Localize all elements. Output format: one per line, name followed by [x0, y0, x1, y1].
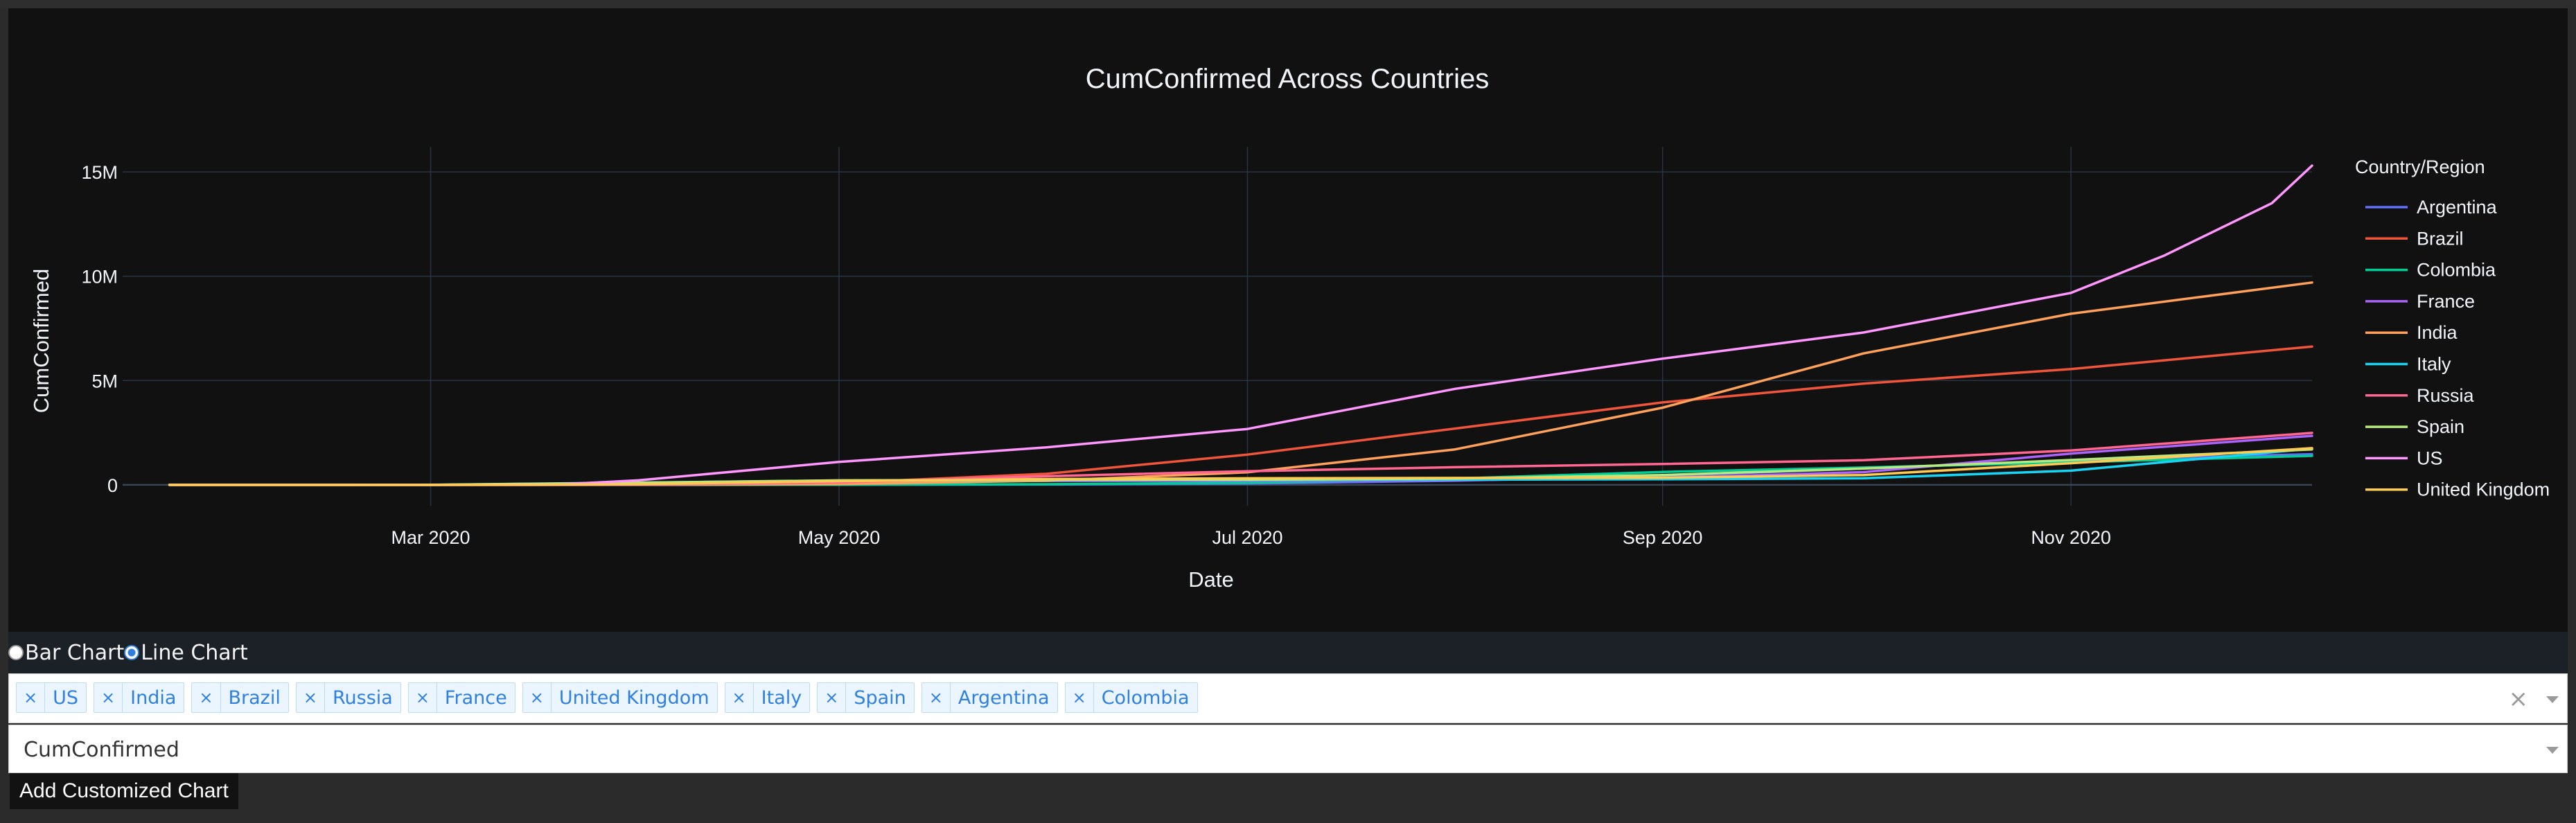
country-tag-label: India	[130, 687, 177, 709]
remove-tag-icon[interactable]: ×	[17, 683, 46, 712]
top-strip	[0, 0, 2576, 8]
country-tag-label: France	[444, 687, 507, 709]
chart-type-selector: Bar Chart Line Chart	[8, 632, 2568, 673]
legend-label: US	[2417, 448, 2443, 468]
add-customized-chart-button[interactable]: Add Customized Chart	[10, 773, 238, 809]
country-tag-label: Argentina	[958, 687, 1050, 709]
legend-item[interactable]: Russia	[2365, 385, 2475, 406]
x-axis-title: Date	[1188, 567, 1233, 592]
legend-item[interactable]: Italy	[2365, 354, 2451, 375]
remove-tag-icon[interactable]: ×	[297, 683, 325, 712]
legend-label: India	[2417, 322, 2458, 343]
chart-background	[8, 8, 2568, 632]
country-tag-label: US	[53, 687, 79, 709]
y-tick-label: 0	[107, 475, 118, 496]
y-tick-label: 10M	[81, 267, 118, 287]
country-tag: × France	[407, 682, 515, 713]
country-tag: × Brazil	[191, 682, 289, 713]
legend: Argentina Brazil Colombia France India Italy R…	[2365, 197, 2550, 500]
legend-item[interactable]: United Kingdom	[2365, 479, 2550, 500]
country-tag: × Italy	[724, 682, 811, 713]
legend-item[interactable]: Spain	[2365, 416, 2464, 437]
country-tag-label: Russia	[332, 687, 393, 709]
remove-tag-icon[interactable]: ×	[922, 683, 951, 712]
clear-all-icon[interactable]: ×	[2508, 685, 2529, 713]
legend-item[interactable]: Colombia	[2365, 260, 2496, 281]
radio-bar-chart-circle[interactable]	[8, 645, 24, 660]
legend-item[interactable]: US	[2365, 448, 2443, 468]
grid-layer	[123, 147, 2312, 506]
y-tick-label: 5M	[91, 371, 118, 391]
legend-label: Colombia	[2417, 260, 2496, 281]
radio-bar-chart[interactable]: Bar Chart	[8, 641, 124, 665]
country-tag: × Spain	[817, 682, 915, 713]
remove-tag-icon[interactable]: ×	[192, 683, 221, 712]
country-tag: × Russia	[295, 682, 401, 713]
y-axis-title: CumConfirmed	[29, 269, 53, 413]
radio-line-chart-label: Line Chart	[141, 640, 248, 665]
country-tag: × Colombia	[1064, 682, 1198, 713]
legend-label: Russia	[2417, 385, 2475, 406]
radio-line-chart[interactable]: Line Chart	[124, 641, 248, 665]
x-tick-label: May 2020	[798, 527, 881, 548]
legend-label: Spain	[2417, 416, 2464, 437]
country-tag-label: Spain	[854, 687, 906, 709]
radio-bar-chart-label: Bar Chart	[25, 640, 125, 665]
legend-item[interactable]: Brazil	[2365, 228, 2464, 249]
radio-line-chart-circle[interactable]	[124, 645, 140, 660]
x-tick-label: Mar 2020	[391, 527, 470, 548]
country-tag: × United Kingdom	[522, 682, 718, 713]
metric-dropdown[interactable]: CumConfirmed	[8, 725, 2568, 773]
tick-layer: Mar 2020 May 2020 Jul 2020 Sep 2020 Nov 2020…	[81, 162, 2110, 548]
country-tag-label: United Kingdom	[558, 687, 709, 709]
remove-tag-icon[interactable]: ×	[409, 683, 437, 712]
chart-title: CumConfirmed Across Countries	[1086, 64, 1489, 94]
chevron-down-icon[interactable]	[2546, 696, 2559, 703]
country-tag: × India	[94, 682, 185, 713]
legend-label: France	[2417, 291, 2475, 312]
country-tag-list: × US × India × Brazil × Russia × France × Unit…	[16, 682, 1198, 713]
x-tick-label: Nov 2020	[2031, 527, 2111, 548]
x-tick-label: Jul 2020	[1212, 527, 1282, 548]
country-tag: × Argentina	[921, 682, 1058, 713]
legend-item[interactable]: France	[2365, 291, 2475, 312]
country-tag-label: Italy	[761, 687, 802, 709]
remove-tag-icon[interactable]: ×	[94, 683, 123, 712]
legend-label: United Kingdom	[2417, 479, 2550, 500]
series-line	[168, 447, 2313, 486]
series-layer	[168, 164, 2313, 486]
remove-tag-icon[interactable]: ×	[523, 683, 552, 712]
remove-tag-icon[interactable]: ×	[818, 683, 847, 712]
legend-item[interactable]: India	[2365, 322, 2458, 343]
country-multiselect[interactable]: × US × India × Brazil × Russia × France × Unit…	[8, 673, 2568, 723]
country-tag: × US	[16, 682, 87, 713]
remove-tag-icon[interactable]: ×	[725, 683, 754, 712]
legend-label: Brazil	[2417, 228, 2464, 249]
y-tick-label: 15M	[81, 162, 118, 183]
legend-label: Italy	[2417, 354, 2451, 375]
country-tag-label: Colombia	[1101, 687, 1190, 709]
legend-label: Argentina	[2417, 197, 2498, 218]
legend-item[interactable]: Argentina	[2365, 197, 2498, 218]
country-tag-label: Brazil	[228, 687, 281, 709]
chart-panel: CumConfirmed Across Countries Date CumCo…	[8, 8, 2568, 632]
x-tick-label: Sep 2020	[1623, 527, 1703, 548]
metric-selected-value: CumConfirmed	[24, 738, 179, 762]
legend-title: Country/Region	[2355, 157, 2485, 177]
remove-tag-icon[interactable]: ×	[1066, 683, 1094, 712]
chevron-down-icon[interactable]	[2546, 747, 2559, 754]
line-chart: CumConfirmed Across Countries Date CumCo…	[8, 8, 2568, 632]
